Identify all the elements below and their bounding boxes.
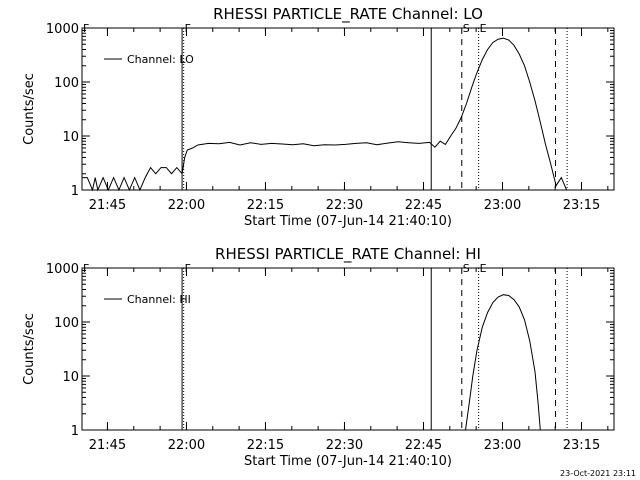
y-tick-label: 100 [54,76,79,91]
legend-label: Channel: LO [127,53,194,66]
x-tick-label: 22:45 [405,438,442,453]
series-line [82,37,568,192]
y-tick-label: 10 [62,130,79,145]
event-marker-label: S [463,262,470,275]
legend-label: Channel: HI [127,293,191,306]
x-tick-label: 21:45 [89,438,126,453]
y-axis-label: Counts/sec [22,73,37,145]
x-tick-label: 21:45 [89,198,126,213]
chart-title: RHESSI PARTICLE_RATE Channel: LO [213,5,483,24]
y-tick-label: 1 [71,184,79,199]
y-tick-label: 1000 [46,22,79,37]
x-tick-label: 22:45 [405,198,442,213]
event-marker-label: F [185,22,191,35]
footer-timestamp: 23-Oct-2021 23:11 [560,469,636,478]
event-marker-label: E [480,262,487,275]
event-marker-label: F [185,262,191,275]
series-line [465,294,541,431]
x-tick-label: 22:30 [326,198,363,213]
x-tick-label: 23:15 [563,198,600,213]
x-axis-label: Start Time (07-Jun-14 21:40:10) [244,214,452,229]
x-axis-label: Start Time (07-Jun-14 21:40:10) [244,454,452,469]
x-tick-label: 22:15 [247,198,284,213]
x-tick-label: 23:00 [484,438,521,453]
y-tick-label: 10 [62,370,79,385]
x-tick-label: 22:00 [168,438,205,453]
event-marker-label: E [480,22,487,35]
event-marker-label: F [83,262,89,275]
y-tick-label: 1 [71,424,79,439]
y-tick-label: 1000 [46,262,79,277]
chart-title: RHESSI PARTICLE_RATE Channel: HI [215,245,481,264]
x-tick-label: 23:00 [484,198,521,213]
y-axis-label: Counts/sec [22,313,37,385]
y-tick-label: 100 [54,316,79,331]
event-marker-label: S [463,22,470,35]
x-tick-label: 22:30 [326,438,363,453]
event-marker-label: F [83,22,89,35]
x-tick-label: 22:00 [168,198,205,213]
x-tick-label: 22:15 [247,438,284,453]
x-tick-label: 23:15 [563,438,600,453]
